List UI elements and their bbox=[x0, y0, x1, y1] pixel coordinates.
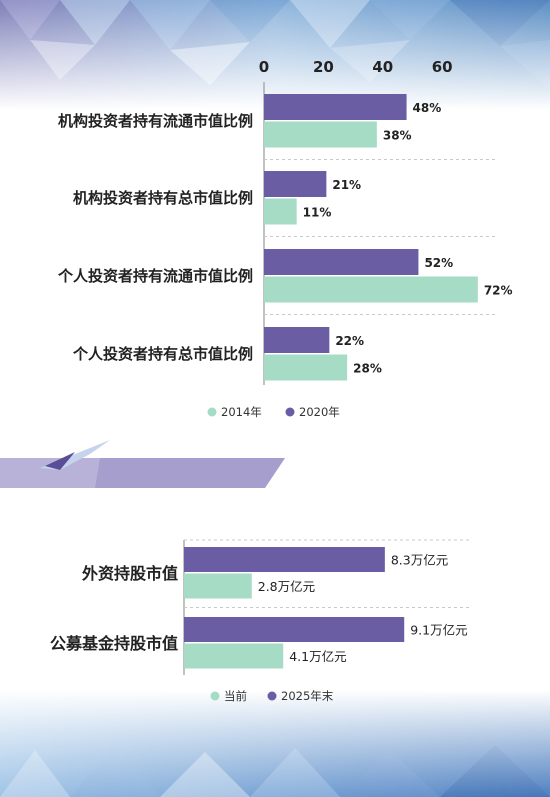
bar-series-a-1 bbox=[264, 121, 377, 148]
category-label-3: 个人投资者持有流通市值比例 bbox=[57, 267, 253, 285]
x-tick-label-60: 60 bbox=[432, 58, 453, 76]
data-label2-series-b-2: 9.1万亿元 bbox=[410, 623, 467, 638]
data-label-series-b-1: 48% bbox=[413, 101, 442, 115]
category-label-4: 个人投资者持有总市值比例 bbox=[72, 345, 253, 363]
category-label-2: 机构投资者持有总市值比例 bbox=[73, 189, 253, 207]
bar-series-b-3 bbox=[264, 249, 419, 275]
bar-series-a-2 bbox=[264, 198, 297, 225]
legend-swatch-2014 bbox=[207, 407, 217, 417]
data-label-series-b-3: 52% bbox=[424, 256, 453, 270]
bar-series-a-3 bbox=[264, 276, 478, 303]
bar-series-a-4 bbox=[264, 354, 348, 381]
bar-series-b-2 bbox=[264, 171, 327, 197]
data-label-series-b-2: 21% bbox=[332, 178, 361, 192]
data-label-series-a-3: 72% bbox=[484, 284, 513, 298]
data-label2-series-a-1: 2.8万亿元 bbox=[258, 579, 315, 594]
data-label-series-b-4: 22% bbox=[335, 334, 364, 348]
category-label-1: 机构投资者持有流通市值比例 bbox=[58, 112, 253, 130]
legend2-label-current: 当前 bbox=[224, 689, 247, 703]
data-label-series-a-4: 28% bbox=[353, 362, 382, 376]
bar2-series-a-2 bbox=[184, 643, 284, 669]
investor-holding-ratio-chart: 0 20 40 60 机构投资者持有流通市值比例 48%38% 机构投资者持有总市值比例 21… bbox=[57, 58, 513, 419]
legend-swatch-2020 bbox=[285, 407, 295, 417]
data-label-series-a-1: 38% bbox=[383, 129, 412, 143]
legend-label-2020: 2020年 bbox=[299, 405, 340, 419]
category-label-2-2: 公募基金持股市值 bbox=[50, 634, 178, 653]
data-label2-series-a-2: 4.1万亿元 bbox=[289, 649, 346, 664]
category-label-2-1: 外资持股市值 bbox=[81, 564, 178, 583]
top-decorative-background bbox=[0, 0, 550, 110]
x-tick-label-20: 20 bbox=[313, 58, 334, 76]
legend2-label-2025: 2025年末 bbox=[281, 689, 334, 703]
legend2-swatch-2025 bbox=[267, 691, 277, 701]
bar2-series-b-2 bbox=[184, 617, 405, 642]
legend2-swatch-current bbox=[210, 691, 220, 701]
bottom-decorative-background bbox=[0, 690, 550, 797]
bar2-series-b-1 bbox=[184, 547, 385, 572]
section-divider-decoration bbox=[0, 440, 285, 488]
legend-label-2014: 2014年 bbox=[221, 405, 262, 419]
bar2-series-a-1 bbox=[184, 573, 252, 599]
x-tick-label-40: 40 bbox=[372, 58, 393, 76]
data-label2-series-b-1: 8.3万亿元 bbox=[391, 553, 448, 568]
data-label-series-a-2: 11% bbox=[303, 206, 332, 220]
bar-series-b-1 bbox=[264, 94, 407, 120]
x-tick-label-0: 0 bbox=[259, 58, 269, 76]
bar-series-b-4 bbox=[264, 327, 330, 353]
